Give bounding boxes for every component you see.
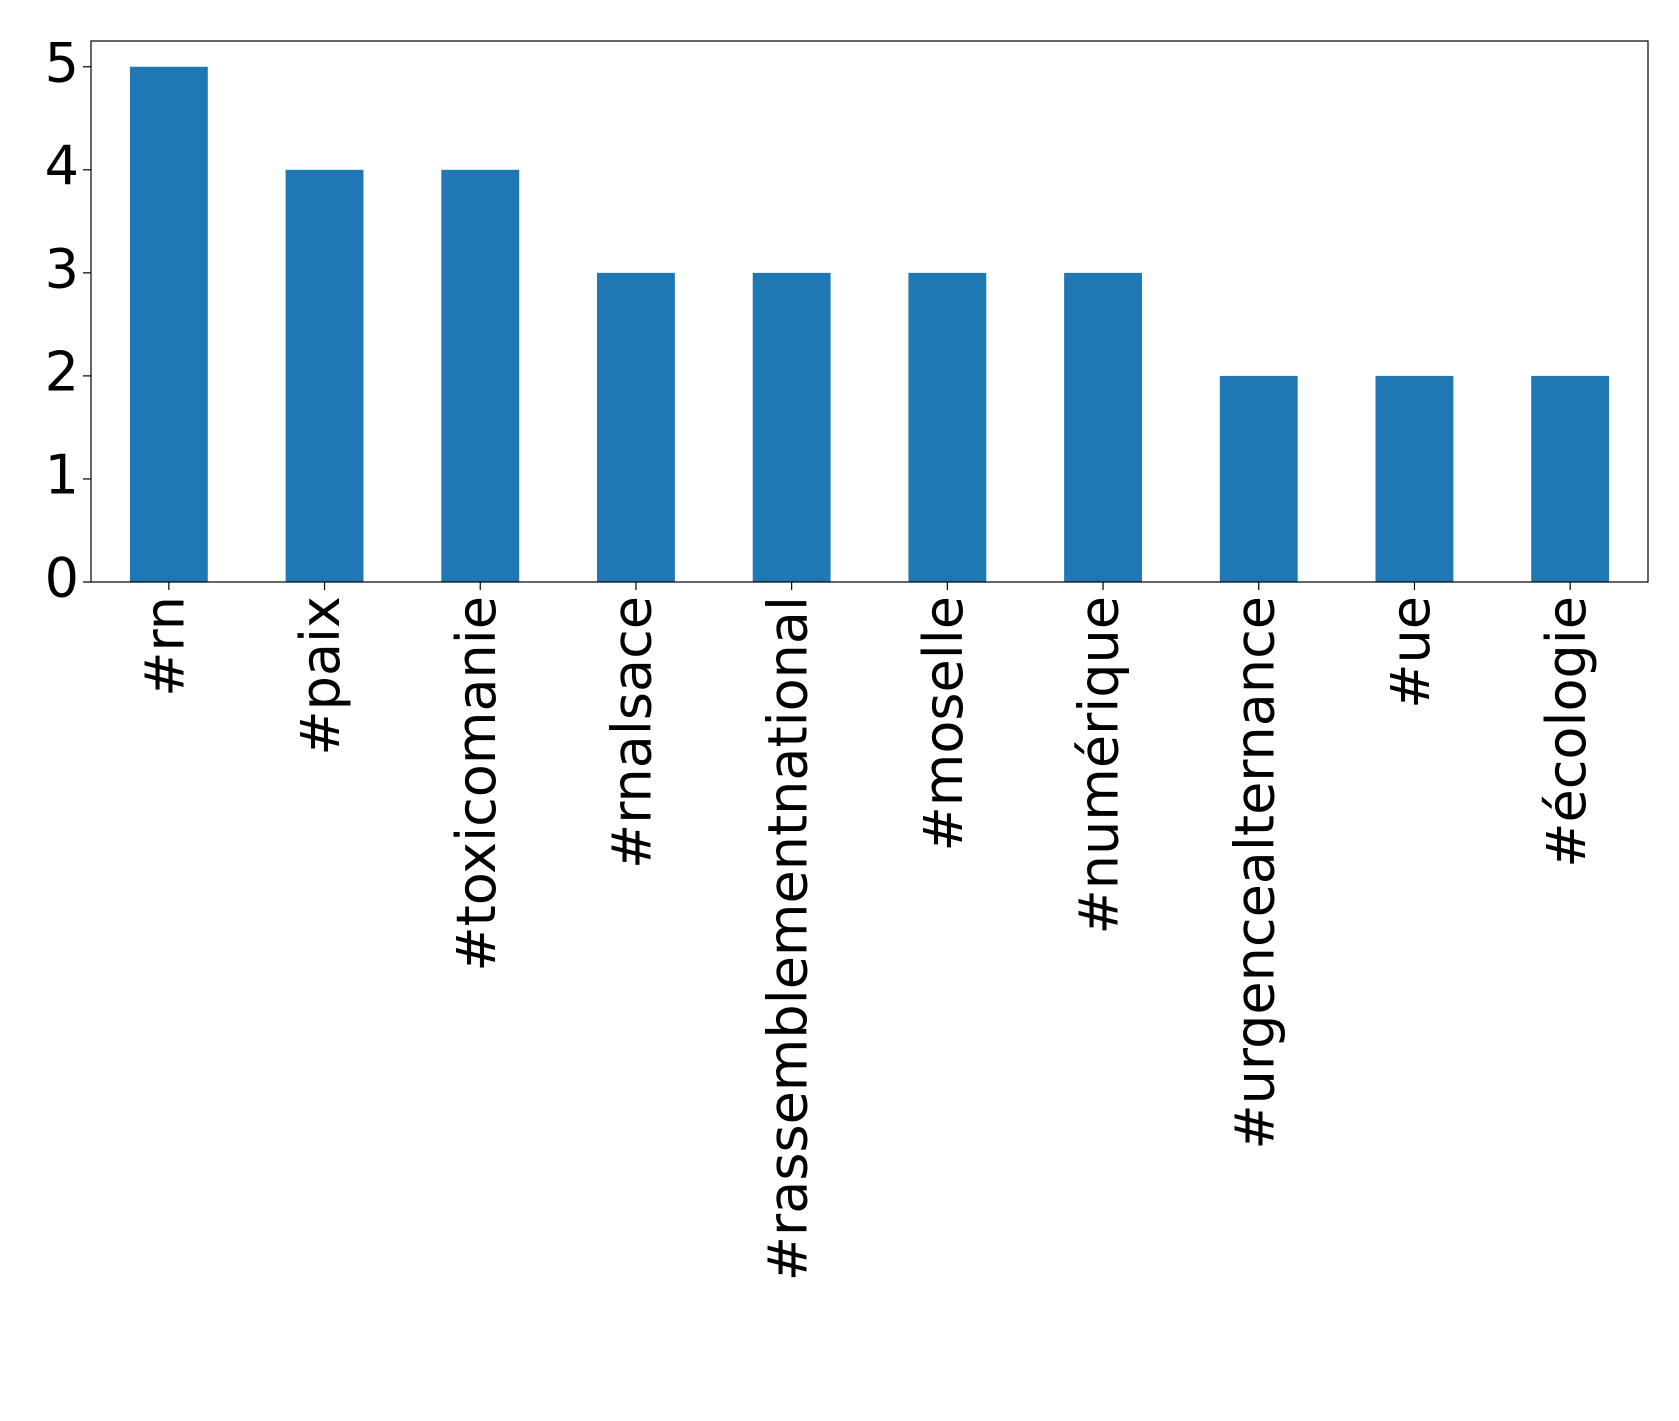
x-tick-label: #moselle bbox=[912, 596, 975, 851]
x-tick-label: #rnalsace bbox=[601, 596, 664, 869]
plot-frame bbox=[90, 40, 1649, 583]
x-tick-label: #écologie bbox=[1535, 596, 1598, 868]
y-tick-label: 2 bbox=[45, 341, 79, 404]
y-tick-label: 3 bbox=[45, 237, 79, 300]
bar bbox=[908, 272, 987, 582]
bar bbox=[285, 169, 364, 583]
x-tick-label: #ue bbox=[1379, 596, 1442, 709]
x-tick-label: #rn bbox=[133, 596, 196, 697]
bar bbox=[1064, 272, 1142, 582]
y-tick-label: 5 bbox=[45, 31, 79, 94]
bar bbox=[1531, 375, 1610, 582]
bar bbox=[752, 272, 831, 582]
y-tick-label: 4 bbox=[45, 134, 79, 197]
x-tick-label: #rassemblementnational bbox=[756, 596, 819, 1281]
bar bbox=[1375, 375, 1454, 582]
x-tick-label: #paix bbox=[289, 596, 352, 756]
x-tick-label: #urgencealternance bbox=[1223, 596, 1286, 1150]
bar bbox=[597, 272, 675, 582]
y-tick-label: 1 bbox=[45, 444, 79, 507]
x-tick-label: #numérique bbox=[1068, 596, 1131, 934]
bar bbox=[1219, 375, 1298, 582]
y-tick-label: 0 bbox=[45, 547, 79, 610]
x-tick-label: #toxicomanie bbox=[445, 596, 508, 972]
bar bbox=[129, 66, 208, 582]
bar bbox=[441, 169, 520, 583]
